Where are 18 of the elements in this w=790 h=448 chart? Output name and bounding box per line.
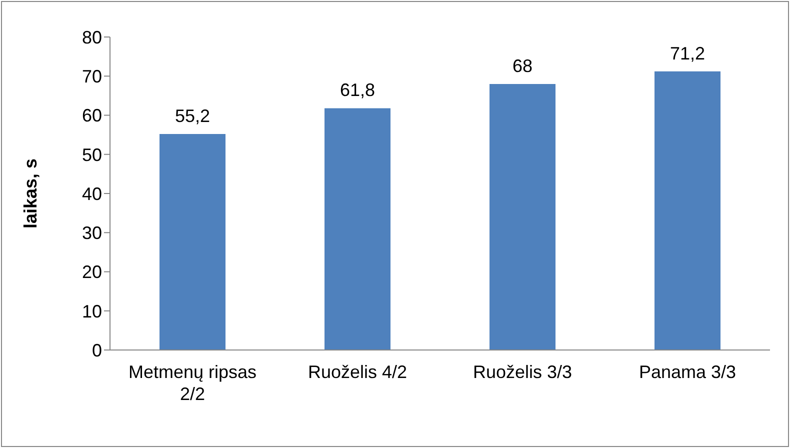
y-tick-label: 10 xyxy=(82,301,102,322)
y-tick-label: 40 xyxy=(82,184,102,204)
y-tick-label: 30 xyxy=(82,223,102,244)
data-label: 68 xyxy=(512,56,533,76)
data-label: 55,2 xyxy=(174,106,210,126)
x-tick-label: Metmenų ripsas 2/2 xyxy=(128,362,257,404)
y-tick-label: 60 xyxy=(82,106,102,126)
x-tick-label: Ruoželis 3/3 xyxy=(472,362,572,382)
x-tick-label: Ruoželis 4/2 xyxy=(308,362,408,382)
data-label: 71,2 xyxy=(670,43,706,64)
y-axis-title: laikas, s xyxy=(20,158,40,229)
y-tick-label: 80 xyxy=(82,27,102,48)
y-tick-label: 0 xyxy=(92,340,102,360)
y-tick-label: 50 xyxy=(82,144,102,165)
data-label: 61,8 xyxy=(340,80,376,100)
y-tick-label: 70 xyxy=(82,66,102,87)
y-tick-label: 20 xyxy=(82,262,102,282)
x-tick-label: Panama 3/3 xyxy=(638,362,736,382)
